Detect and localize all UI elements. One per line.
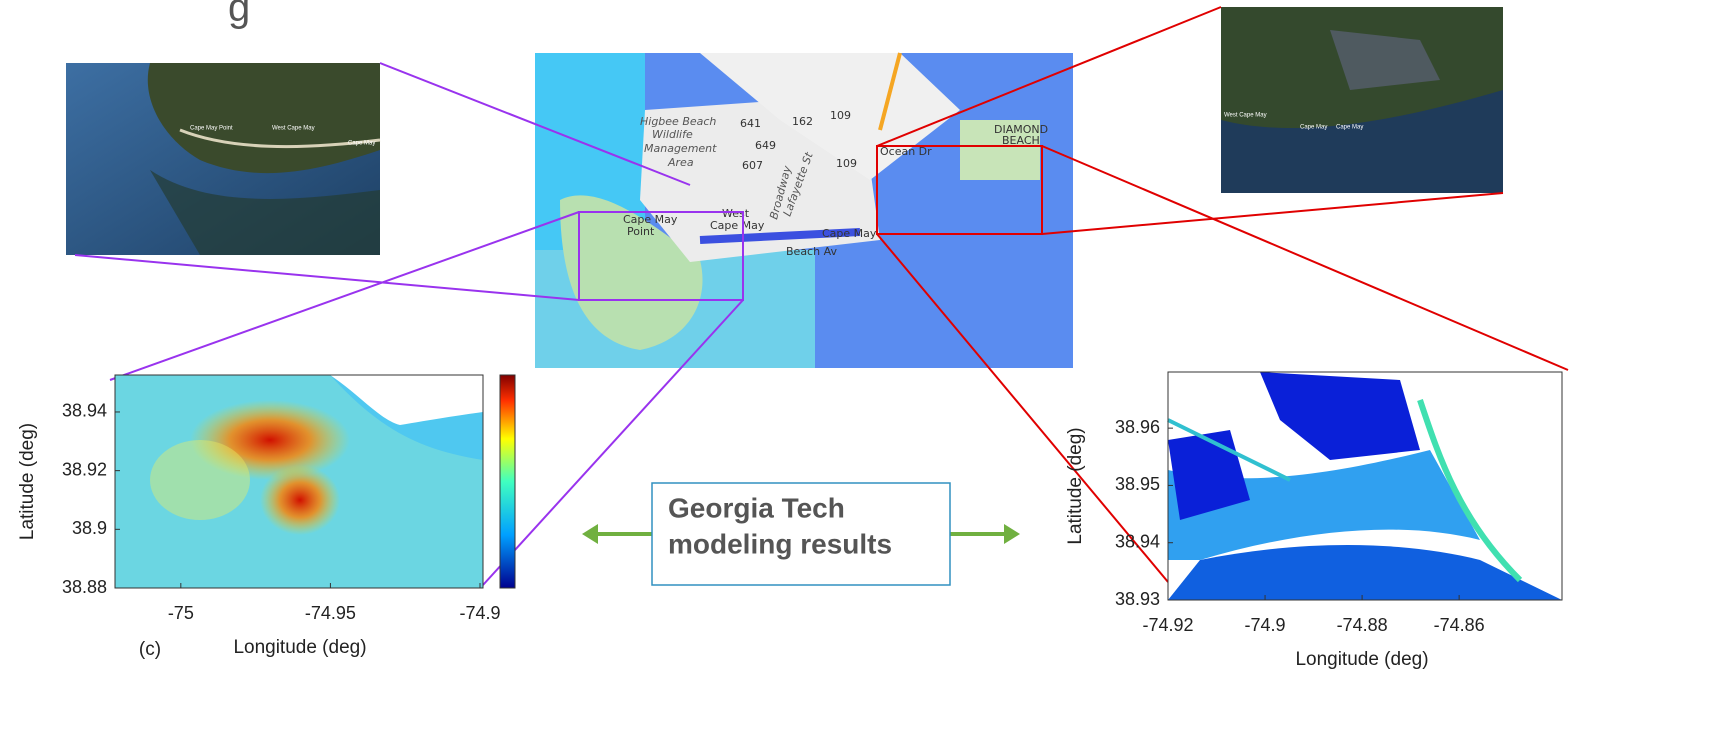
satellite-label: West Cape May bbox=[272, 126, 315, 132]
satellite-label: Cape May bbox=[1300, 125, 1327, 131]
satellite-image-left: Cape May Point West Cape May Cape May bbox=[66, 63, 380, 255]
heatmap-left bbox=[115, 375, 483, 588]
satellite-image-right: West Cape May Cape May Cape May bbox=[1221, 7, 1503, 193]
y-axis-label: Latitude (deg) bbox=[17, 423, 38, 540]
y-tick-label: 38.94 bbox=[1115, 531, 1160, 551]
map-label: 162 bbox=[792, 115, 813, 128]
callout-text: modeling results bbox=[668, 528, 892, 559]
x-axis-label: Longitude (deg) bbox=[1295, 649, 1428, 670]
y-tick-label: 38.88 bbox=[62, 577, 107, 597]
y-axis-label: Latitude (deg) bbox=[1065, 427, 1086, 544]
x-axis-label: Longitude (deg) bbox=[233, 637, 366, 658]
map-label: 109 bbox=[836, 157, 857, 170]
x-tick-label: -74.9 bbox=[459, 603, 500, 623]
x-tick-label: -74.9 bbox=[1245, 615, 1286, 635]
x-tick-label: -74.88 bbox=[1337, 615, 1388, 635]
x-tick-label: -74.86 bbox=[1434, 615, 1485, 635]
satellite-label: Cape May bbox=[348, 141, 375, 147]
y-tick-label: 38.95 bbox=[1115, 474, 1160, 494]
map-label: Point bbox=[627, 225, 655, 238]
map-label: 641 bbox=[740, 117, 761, 130]
satellite-label: West Cape May bbox=[1224, 113, 1267, 119]
map-label: 649 bbox=[755, 139, 776, 152]
satellite-label: Cape May Point bbox=[190, 126, 233, 132]
x-tick-label: -75 bbox=[168, 603, 194, 623]
map-label: Cape May bbox=[822, 227, 877, 240]
y-tick-label: 38.93 bbox=[1115, 589, 1160, 609]
map-label: 109 bbox=[830, 109, 851, 122]
y-tick-label: 38.96 bbox=[1115, 417, 1160, 437]
callout-text: Georgia Tech bbox=[668, 492, 845, 523]
map-label: Beach Av bbox=[786, 245, 837, 258]
satellite-label: Cape May bbox=[1336, 125, 1363, 131]
heatmap-right bbox=[1168, 372, 1562, 600]
x-tick-label: -74.95 bbox=[305, 603, 356, 623]
colorbar bbox=[500, 375, 515, 588]
panel-label: (c) bbox=[139, 639, 161, 660]
slide-title: g bbox=[228, 0, 250, 30]
map-label: Management bbox=[644, 142, 717, 155]
y-tick-label: 38.9 bbox=[72, 518, 107, 538]
map-label: Higbee Beach bbox=[640, 115, 716, 128]
x-tick-label: -74.92 bbox=[1142, 615, 1193, 635]
map-label: 607 bbox=[742, 159, 763, 172]
callout: Georgia Tech modeling results bbox=[582, 483, 1020, 585]
y-tick-label: 38.94 bbox=[62, 401, 107, 421]
y-tick-label: 38.92 bbox=[62, 459, 107, 479]
map-label: Area bbox=[667, 156, 694, 169]
map-label: Wildlife bbox=[652, 128, 693, 141]
slide: g Cape May Point West Cape May Cape May … bbox=[0, 0, 1709, 731]
map-label: Cape May bbox=[710, 219, 765, 232]
